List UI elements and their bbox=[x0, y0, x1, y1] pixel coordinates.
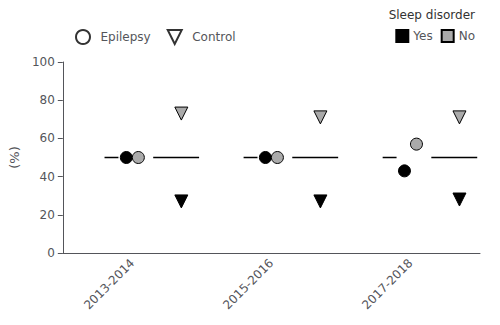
svg-text:100: 100 bbox=[32, 55, 55, 69]
svg-text:20: 20 bbox=[40, 208, 55, 222]
svg-text:2013-2014: 2013-2014 bbox=[81, 256, 137, 312]
svg-text:80: 80 bbox=[40, 93, 55, 107]
svg-text:2015-2016: 2015-2016 bbox=[220, 256, 276, 312]
svg-text:(%): (%) bbox=[7, 146, 22, 169]
svg-text:40: 40 bbox=[40, 170, 55, 184]
svg-text:Sleep disorder: Sleep disorder bbox=[389, 8, 475, 22]
svg-text:2017-2018: 2017-2018 bbox=[359, 256, 415, 312]
svg-text:0: 0 bbox=[47, 246, 55, 260]
svg-text:60: 60 bbox=[40, 131, 55, 145]
svg-text:No: No bbox=[459, 29, 475, 43]
svg-text:Yes: Yes bbox=[412, 29, 432, 43]
svg-text:Epilepsy: Epilepsy bbox=[101, 30, 151, 44]
svg-text:Control: Control bbox=[192, 30, 235, 44]
